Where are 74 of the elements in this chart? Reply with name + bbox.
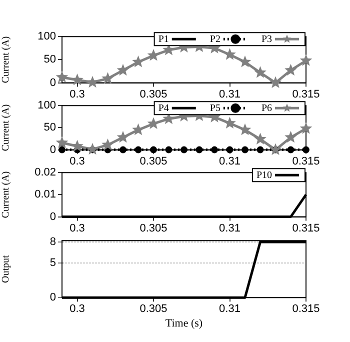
point — [165, 146, 172, 154]
y-tick-label: 0.02 — [34, 166, 56, 179]
x-tick-label: 0.31 — [219, 222, 240, 234]
point — [238, 123, 252, 136]
point — [56, 70, 68, 83]
y-tick-label: 8 — [50, 236, 56, 248]
x-tick-label: 0.31 — [219, 303, 240, 316]
point — [300, 54, 312, 66]
point — [224, 48, 236, 60]
y-tick-label: 100 — [38, 30, 56, 43]
y-tick-label: 0 — [50, 210, 56, 223]
point — [132, 56, 144, 68]
legend-label: P4 — [158, 103, 169, 114]
point — [134, 146, 142, 154]
legend-label: P3 — [261, 34, 272, 46]
point — [302, 146, 310, 154]
point — [254, 66, 266, 78]
x-tick-label: 0.3 — [70, 88, 85, 100]
point — [211, 146, 218, 154]
y-tick-label: 0 — [50, 292, 56, 304]
y-axis-title: Current (A) — [0, 171, 12, 218]
y-axis-title: Output — [0, 254, 12, 283]
legend-label: P6 — [261, 103, 272, 114]
point — [150, 146, 157, 154]
point — [284, 64, 297, 76]
point — [71, 74, 84, 86]
point — [269, 76, 282, 88]
y-tick-label: 0.01 — [34, 188, 56, 201]
x-tick-label: 0.305 — [140, 88, 168, 100]
point — [238, 56, 252, 68]
point — [116, 130, 130, 143]
point — [300, 122, 312, 134]
point — [226, 146, 234, 154]
x-tick-label: 0.305 — [140, 303, 168, 316]
x-tick-label: 0.315 — [292, 303, 320, 316]
legend-label: P10 — [256, 170, 272, 182]
x-tick-label: 0.305 — [140, 155, 168, 168]
legend-label: P5 — [210, 103, 220, 114]
point — [196, 146, 203, 154]
point — [224, 116, 236, 129]
x-tick-label: 0.3 — [70, 155, 85, 168]
y-tick-label: 0 — [50, 76, 56, 89]
x-tick-label: 0.31 — [219, 88, 240, 100]
y-tick-label: 5 — [50, 256, 56, 269]
point — [56, 136, 68, 148]
point — [102, 72, 114, 84]
y-axis-title: Current (A) — [0, 104, 12, 152]
x-tick-label: 0.315 — [292, 222, 320, 234]
x-tick-label: 0.3 — [70, 222, 85, 234]
point — [180, 146, 188, 154]
point — [254, 132, 266, 144]
y-tick-label: 100 — [38, 100, 56, 112]
point — [102, 138, 114, 150]
x-axis-title: Time (s) — [165, 317, 203, 330]
y-axis-title: Current (A) — [0, 36, 12, 84]
x-tick-label: 0.305 — [140, 222, 168, 234]
y-tick-label: 50 — [44, 54, 56, 66]
legend-label: P1 — [158, 34, 169, 46]
point — [242, 146, 248, 154]
point — [284, 130, 297, 143]
point — [58, 146, 66, 154]
point — [116, 64, 130, 76]
point — [287, 146, 294, 154]
point — [120, 146, 126, 154]
point — [256, 146, 264, 154]
legend-label: P2 — [210, 34, 220, 46]
x-tick-label: 0.31 — [219, 155, 240, 168]
x-tick-label: 0.315 — [292, 88, 320, 100]
point — [132, 123, 144, 136]
x-tick-label: 0.3 — [70, 303, 85, 316]
x-tick-label: 0.315 — [292, 155, 320, 168]
y-tick-label: 0 — [50, 144, 56, 156]
point — [269, 143, 282, 156]
y-tick-label: 50 — [44, 122, 56, 134]
